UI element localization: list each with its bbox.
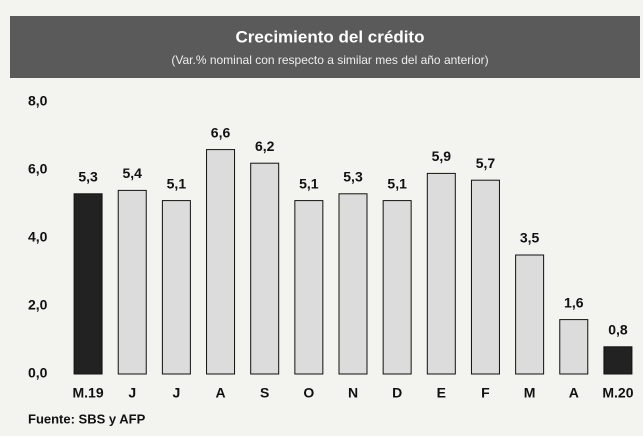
bar xyxy=(470,179,500,375)
x-tick-label: M xyxy=(524,385,536,401)
x-tick-label: A xyxy=(569,385,579,401)
value-label: 5,3 xyxy=(343,169,363,185)
y-tick-label: 4,0 xyxy=(28,229,48,245)
y-tick-label: 8,0 xyxy=(28,93,48,109)
value-label: 1,6 xyxy=(564,294,584,310)
y-tick-label: 0,0 xyxy=(28,365,48,381)
value-label: 5,9 xyxy=(432,148,452,164)
chart-title: Crecimiento del crédito xyxy=(236,27,425,46)
bar xyxy=(117,189,147,375)
value-label: 5,3 xyxy=(78,169,98,185)
x-tick-label: O xyxy=(303,385,314,401)
header-band xyxy=(10,16,640,78)
x-tick-label: D xyxy=(392,385,402,401)
bar xyxy=(559,319,589,375)
value-label: 5,1 xyxy=(167,175,187,191)
value-label: 6,2 xyxy=(255,138,275,154)
value-label: 5,7 xyxy=(476,155,496,171)
bar xyxy=(206,149,236,375)
x-tick-label: A xyxy=(215,385,225,401)
value-label: 0,8 xyxy=(608,322,628,338)
y-tick-label: 6,0 xyxy=(28,161,48,177)
x-tick-label: E xyxy=(437,385,446,401)
x-tick-label: F xyxy=(481,385,490,401)
x-tick-label: M.19 xyxy=(73,385,104,401)
bar xyxy=(250,162,280,375)
x-tick-label: M.20 xyxy=(602,385,633,401)
bar xyxy=(382,200,412,375)
bar xyxy=(161,200,191,375)
bar xyxy=(515,254,545,375)
source: Fuente: SBS y AFP xyxy=(28,411,146,426)
chart-subtitle: (Var.% nominal con respecto a similar me… xyxy=(171,53,488,67)
value-label: 6,6 xyxy=(211,124,231,140)
x-tick-label: J xyxy=(172,385,180,401)
value-label: 3,5 xyxy=(520,230,540,246)
bar xyxy=(294,200,324,375)
value-label: 5,4 xyxy=(122,165,142,181)
x-tick-label: J xyxy=(128,385,136,401)
bar xyxy=(73,193,103,375)
y-tick-label: 2,0 xyxy=(28,297,48,313)
bar xyxy=(426,172,456,375)
value-label: 5,1 xyxy=(299,175,319,191)
bar xyxy=(603,346,633,375)
bar xyxy=(338,193,368,375)
value-label: 5,1 xyxy=(387,175,407,191)
x-tick-label: S xyxy=(260,385,269,401)
x-tick-label: N xyxy=(348,385,358,401)
